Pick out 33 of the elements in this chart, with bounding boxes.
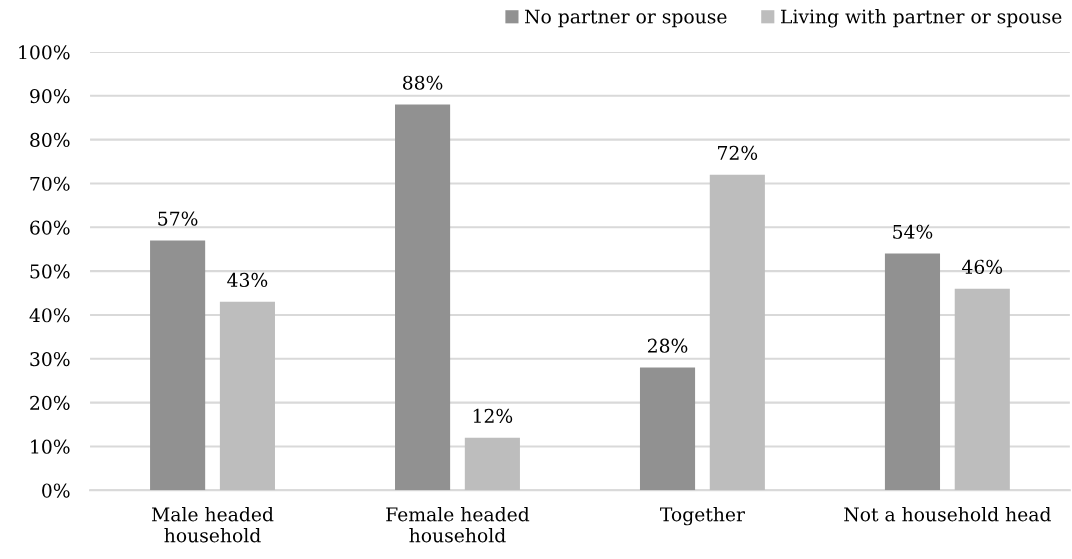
bar xyxy=(150,240,206,491)
x-tick-label: Female headed household xyxy=(386,506,530,543)
bar xyxy=(395,104,451,491)
y-tick-label: 100% xyxy=(19,45,70,60)
data-label: 72% xyxy=(718,145,758,160)
bar xyxy=(639,367,696,491)
bar xyxy=(464,437,520,491)
y-tick-label: 50% xyxy=(30,264,70,279)
data-label: 54% xyxy=(893,224,933,239)
y-tick-label: 80% xyxy=(30,132,70,148)
x-tick-label: Together xyxy=(660,506,745,526)
data-label: 28% xyxy=(647,338,688,353)
data-label: 88% xyxy=(402,75,443,90)
bar xyxy=(219,301,275,491)
y-tick-label: 40% xyxy=(29,308,70,323)
x-tick-label: Not a household head xyxy=(844,506,1051,522)
bar xyxy=(954,288,1010,491)
y-tick-label: 60% xyxy=(30,220,70,235)
data-label: 43% xyxy=(227,272,268,288)
data-label: 12% xyxy=(473,408,513,423)
y-tick-label: 30% xyxy=(30,351,70,367)
y-tick-label: 70% xyxy=(30,176,70,191)
bar xyxy=(709,174,765,491)
legend-label: Living with partner or spouse xyxy=(781,9,1062,28)
data-label: 46% xyxy=(962,259,1003,274)
y-tick-label: 0% xyxy=(42,483,70,498)
bar xyxy=(884,253,941,491)
y-tick-label: 90% xyxy=(30,89,70,104)
y-tick-label: 20% xyxy=(30,395,70,410)
legend-label: No partner or spouse xyxy=(525,9,727,28)
x-tick-label: Male headed household xyxy=(152,506,274,543)
y-tick-label: 10% xyxy=(31,439,70,454)
data-label: 57% xyxy=(158,211,198,226)
